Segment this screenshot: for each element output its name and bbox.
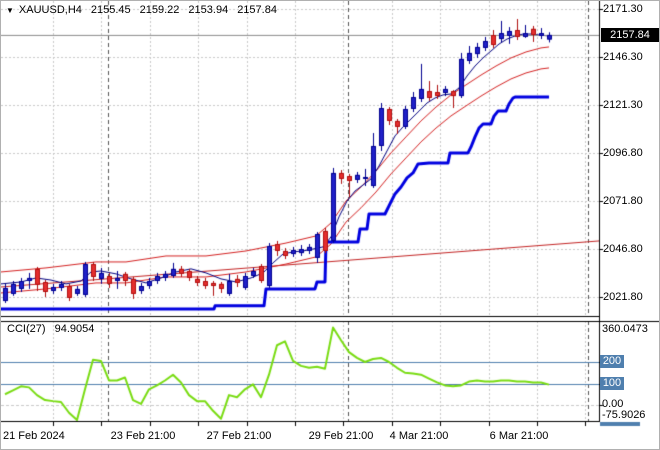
ohlc-high-value: 2159.22 (139, 4, 180, 16)
indicator-name-label: CCI(27) (7, 323, 46, 335)
cci-axis-max-label: 360.0473 (602, 323, 648, 335)
time-axis-label: 4 Mar 21:00 (389, 430, 449, 442)
cci-level-200-badge: 200 (600, 355, 624, 368)
price-axis-label: 2121.30 (603, 99, 643, 111)
cci-axis-min-label: -75.9026 (602, 409, 646, 421)
ohlc-close-value: 2157.84 (237, 4, 277, 16)
cci-level-100-badge: 100 (600, 377, 624, 390)
time-axis-label: 21 Feb 2024 (3, 430, 65, 442)
time-axis-label: 23 Feb 21:00 (110, 430, 176, 442)
price-axis-label: 2046.80 (603, 243, 643, 255)
price-axis-label: 2171.30 (603, 3, 643, 15)
chart-title: ▼ XAUUSD,H4 2155.45 2159.22 2153.94 2157… (6, 4, 286, 16)
ohlc-open-value: 2155.45 (90, 4, 131, 16)
indicator-value-label: 94.9054 (54, 323, 95, 335)
cci-axis-zero-label: 0.00 (602, 398, 624, 410)
current-price-badge: 2157.84 (601, 28, 659, 42)
symbol-timeframe-label: XAUUSD,H4 (18, 4, 82, 16)
symbol-dropdown-arrow-icon[interactable]: ▼ (6, 5, 14, 15)
price-axis-label: 2071.80 (603, 195, 643, 207)
price-axis-label: 2021.80 (603, 291, 643, 303)
time-axis-label: 27 Feb 21:00 (206, 430, 272, 442)
price-axis-label: 2146.30 (603, 51, 643, 63)
time-axis-label: 6 Mar 21:00 (489, 430, 549, 442)
time-axis-label: 29 Feb 21:00 (308, 430, 374, 442)
price-axis-label: 2096.80 (603, 147, 643, 159)
indicator-title: CCI(27) 94.9054 (7, 323, 100, 335)
ohlc-low-value: 2153.94 (188, 4, 229, 16)
